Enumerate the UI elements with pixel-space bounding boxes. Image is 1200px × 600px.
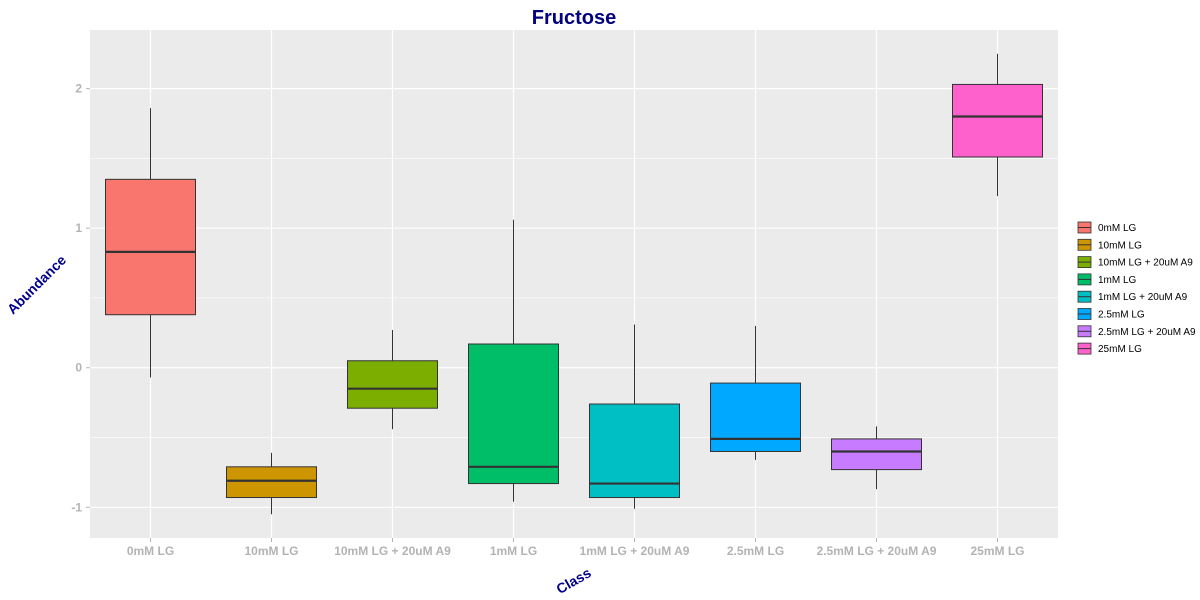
box-body <box>831 438 922 471</box>
legend-item: 10mM LG <box>1077 238 1142 251</box>
legend: 0mM LG 10mM LG 10mM LG + 20uM A9 1mM LG 1mM … <box>1077 221 1196 355</box>
box-6 <box>831 426 922 490</box>
legend-item: 1mM LG + 20uM A9 <box>1077 290 1188 303</box>
legend-label: 25mM LG <box>1098 344 1142 355</box>
box-3 <box>468 219 559 502</box>
x-tick-label: 1mM LG + 20uM A9 <box>580 544 690 558</box>
box-7 <box>952 53 1043 197</box>
x-axis-title: Class <box>553 564 594 597</box>
y-tick-label: 1 <box>75 221 82 235</box>
x-tick-label: 0mM LG <box>127 544 174 558</box>
boxes <box>105 53 1043 515</box>
legend-item: 25mM LG <box>1077 342 1142 355</box>
box-4 <box>589 324 680 509</box>
y-tick-label: 0 <box>75 361 82 375</box>
legend-item: 2.5mM LG + 20uM A9 <box>1077 325 1196 338</box>
box-0 <box>105 108 196 378</box>
legend-label: 0mM LG <box>1098 223 1137 234</box>
box-body <box>468 343 559 485</box>
y-tick-label: -1 <box>71 500 82 514</box>
x-tick-label: 25mM LG <box>970 544 1024 558</box>
legend-label: 10mM LG <box>1098 240 1142 251</box>
legend-item: 0mM LG <box>1077 221 1137 234</box>
legend-label: 2.5mM LG <box>1098 310 1145 321</box>
x-tick-label: 2.5mM LG <box>727 544 784 558</box>
x-tick-label: 2.5mM LG + 20uM A9 <box>817 544 937 558</box>
y-axis: -1 0 1 2 <box>71 82 90 514</box>
legend-item: 2.5mM LG <box>1077 308 1145 321</box>
legend-label: 1mM LG <box>1098 275 1137 286</box>
box-5 <box>710 325 801 460</box>
box-2 <box>347 330 438 430</box>
box-body <box>105 178 196 316</box>
legend-item: 1mM LG <box>1077 273 1137 286</box>
x-tick-label: 10mM LG <box>244 544 298 558</box>
box-body <box>589 403 680 499</box>
legend-label: 1mM LG + 20uM A9 <box>1098 292 1188 303</box>
legend-item: 10mM LG + 20uM A9 <box>1077 256 1193 269</box>
chart-title: Fructose <box>532 7 616 29</box>
legend-label: 2.5mM LG + 20uM A9 <box>1098 327 1196 338</box>
x-axis: 0mM LG 10mM LG 10mM LG + 20uM A9 1mM LG 1mM … <box>127 538 1025 558</box>
y-tick-label: 2 <box>75 82 82 96</box>
box-body <box>952 83 1043 158</box>
box-body <box>710 382 801 452</box>
x-tick-label: 10mM LG + 20uM A9 <box>334 544 451 558</box>
y-axis-title: Abundance <box>4 252 69 317</box>
box-body <box>347 360 438 409</box>
x-tick-label: 1mM LG <box>490 544 537 558</box>
box-1 <box>226 452 317 515</box>
legend-label: 10mM LG + 20uM A9 <box>1098 258 1193 269</box>
box-body <box>226 466 317 499</box>
